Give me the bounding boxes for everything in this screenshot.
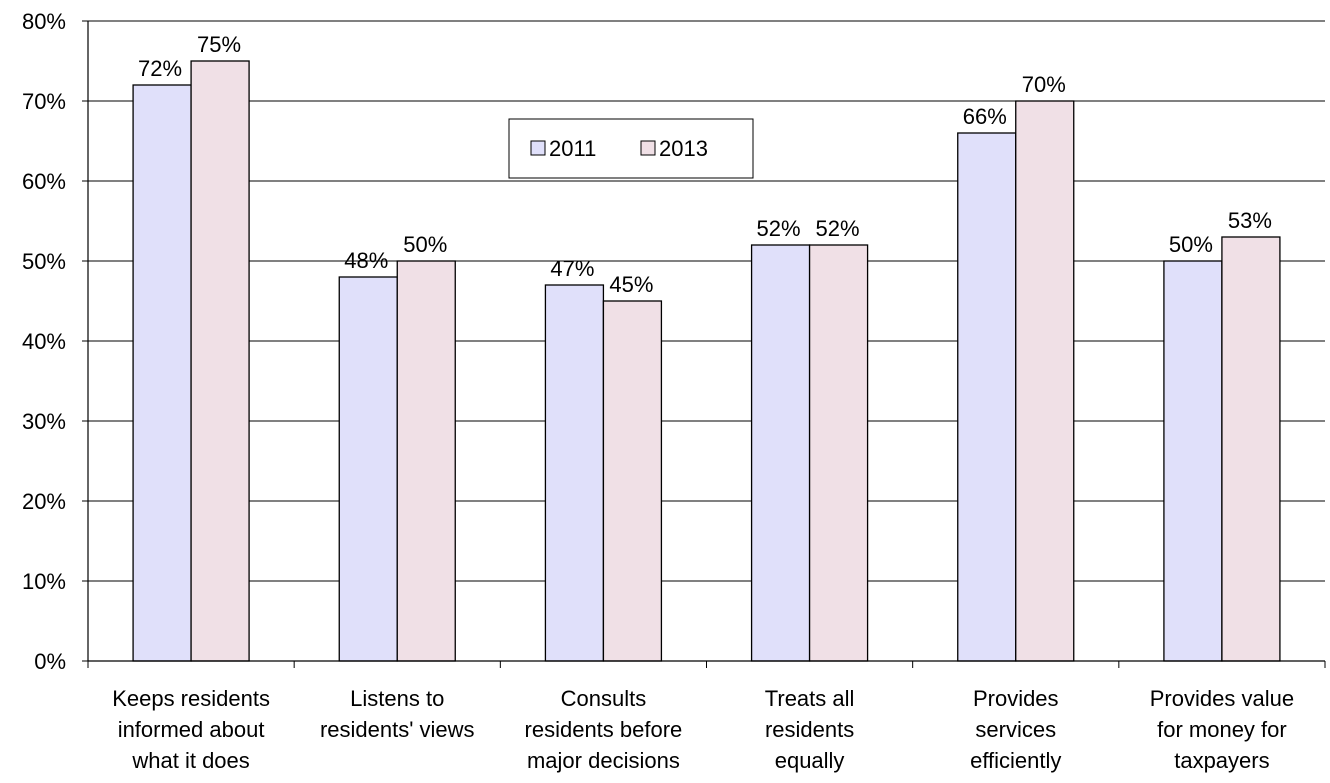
bar-2011 bbox=[132, 84, 192, 662]
category-label-line: for money for bbox=[1157, 717, 1287, 742]
y-tick-label: 60% bbox=[22, 169, 66, 194]
bar-2011 bbox=[750, 244, 811, 662]
bar-2011 bbox=[957, 132, 1017, 662]
legend-label: 2011 bbox=[549, 136, 596, 161]
y-tick-label: 70% bbox=[22, 89, 66, 114]
category-label-line: Consults bbox=[561, 686, 647, 711]
category-label-line: residents bbox=[765, 717, 854, 742]
data-label: 47% bbox=[550, 256, 594, 281]
category-label-line: Treats all bbox=[765, 686, 855, 711]
category-label-line: Provides bbox=[973, 686, 1059, 711]
y-tick-label: 30% bbox=[22, 409, 66, 434]
bar-2013 bbox=[808, 244, 869, 662]
tick-labels: 0% 10% 20% 30% 40% 50% 60% 70% 80% bbox=[22, 9, 66, 674]
category-label-line: residents' views bbox=[320, 717, 475, 742]
bar-2011 bbox=[1163, 260, 1223, 662]
y-tick-label: 40% bbox=[22, 329, 66, 354]
category-label-line: efficiently bbox=[970, 748, 1061, 773]
data-label: 45% bbox=[609, 272, 653, 297]
bar-2013 bbox=[190, 60, 250, 662]
bars bbox=[132, 60, 1281, 662]
y-tick-label: 50% bbox=[22, 249, 66, 274]
data-label: 66% bbox=[963, 104, 1007, 129]
data-label: 50% bbox=[403, 232, 447, 257]
bar-2013 bbox=[1221, 236, 1281, 662]
category-labels: Keeps residents informed about what it doe… bbox=[112, 686, 1294, 773]
category-label-line: taxpayers bbox=[1174, 748, 1269, 773]
category-label: Treats all residents equally bbox=[765, 686, 855, 773]
data-label: 50% bbox=[1169, 232, 1213, 257]
bar-2013 bbox=[1015, 100, 1075, 662]
category-label-line: Provides value bbox=[1150, 686, 1294, 711]
legend-box bbox=[508, 118, 754, 179]
bar-2011 bbox=[544, 284, 605, 662]
category-label-line: Listens to bbox=[350, 686, 444, 711]
category-label: Keeps residents informed about what it doe… bbox=[112, 686, 270, 773]
data-label: 48% bbox=[344, 248, 388, 273]
category-label: Consults residents before major decisions bbox=[525, 686, 683, 773]
category-label: Listens to residents' views bbox=[320, 686, 475, 742]
category-label-line: residents before bbox=[525, 717, 683, 742]
legend-swatch-2011 bbox=[530, 140, 546, 156]
bar-2011 bbox=[338, 276, 398, 662]
y-tick-label: 10% bbox=[22, 569, 66, 594]
gridlines bbox=[88, 20, 1325, 582]
legend-swatch-2013 bbox=[640, 140, 656, 156]
axes bbox=[82, 20, 1326, 668]
legend: 2011 2013 bbox=[508, 118, 754, 179]
category-label-line: equally bbox=[775, 748, 845, 773]
data-label: 53% bbox=[1228, 208, 1272, 233]
category-label: Provides value for money for taxpayers bbox=[1150, 686, 1294, 773]
data-labels: 72% 48% 47% 52% 66% 50% 75% 50% 45% 52% 70% 53% bbox=[138, 32, 1272, 297]
category-label-line: services bbox=[975, 717, 1056, 742]
data-label: 70% bbox=[1022, 72, 1066, 97]
bar-2013 bbox=[396, 260, 456, 662]
category-label-line: Keeps residents bbox=[112, 686, 270, 711]
category-label-line: what it does bbox=[131, 748, 249, 773]
legend-label: 2013 bbox=[659, 136, 708, 161]
y-tick-label: 20% bbox=[22, 489, 66, 514]
category-label-line: informed about bbox=[118, 717, 265, 742]
y-tick-label: 80% bbox=[22, 9, 66, 34]
data-label: 52% bbox=[757, 216, 801, 241]
bar-2013 bbox=[602, 300, 663, 662]
data-label: 75% bbox=[197, 32, 241, 57]
category-label-line: major decisions bbox=[527, 748, 680, 773]
data-label: 52% bbox=[816, 216, 860, 241]
data-label: 72% bbox=[138, 56, 182, 81]
y-tick-label: 0% bbox=[34, 649, 66, 674]
category-label: Provides services efficiently bbox=[970, 686, 1061, 773]
